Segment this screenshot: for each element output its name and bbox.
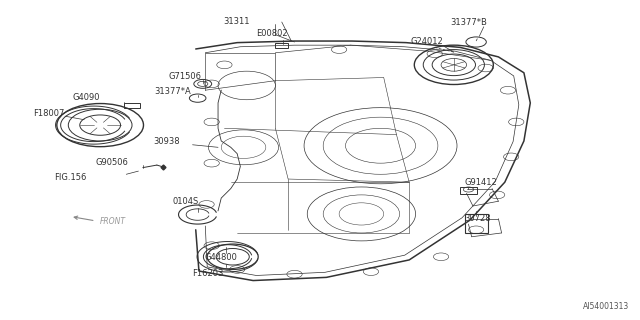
Text: FIG.156: FIG.156 [54, 173, 86, 182]
Text: 31377*B: 31377*B [451, 18, 488, 27]
Text: FRONT: FRONT [100, 217, 126, 226]
Text: F18007: F18007 [33, 108, 65, 117]
Text: G90506: G90506 [96, 158, 129, 167]
Text: G4090: G4090 [73, 93, 100, 102]
Text: AI54001313: AI54001313 [583, 302, 629, 311]
Text: G44800: G44800 [204, 253, 237, 262]
Bar [465, 214, 488, 233]
Text: 30728: 30728 [464, 214, 491, 223]
Bar [124, 103, 140, 108]
Text: G91412: G91412 [464, 178, 497, 187]
Text: 31377*A: 31377*A [154, 87, 191, 96]
Text: 31311: 31311 [223, 17, 250, 26]
Text: 0104S: 0104S [172, 197, 198, 206]
Text: F16203: F16203 [193, 269, 224, 278]
Text: G24012: G24012 [410, 36, 444, 45]
Text: E00802: E00802 [256, 28, 288, 38]
Text: G71506: G71506 [168, 72, 202, 81]
Bar [275, 43, 288, 48]
Text: 30938: 30938 [153, 137, 180, 146]
Bar [460, 187, 477, 194]
